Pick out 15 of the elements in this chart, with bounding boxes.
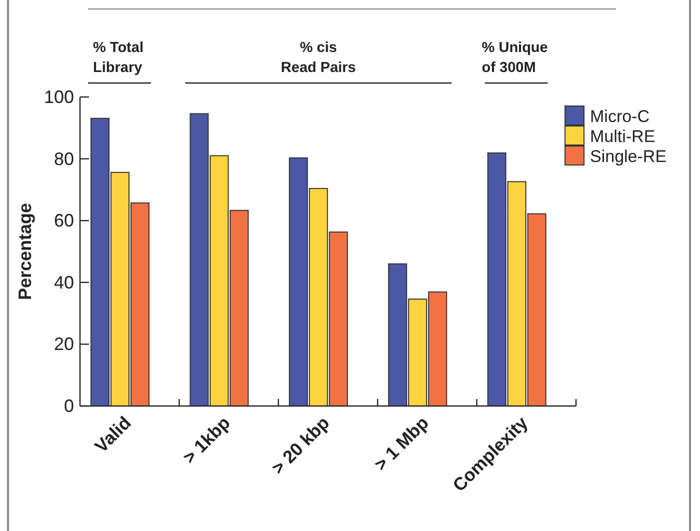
x-tick-label: > 1 Mbp — [370, 412, 432, 475]
y-tick-label: 20 — [54, 334, 74, 354]
text: % Unique of 300M — [482, 40, 548, 76]
legend-label: Micro-C — [590, 107, 650, 126]
y-tick-label: 80 — [54, 148, 74, 169]
legend-label: Single-RE — [590, 147, 667, 166]
y-tick-label: 60 — [54, 210, 74, 231]
text: % Total Library — [93, 40, 144, 76]
y-axis-title: Percentage — [15, 202, 35, 300]
x-tick-label: > 20 kbp — [268, 412, 334, 478]
legend-label: Multi-RE — [590, 127, 656, 146]
y-tick-label: 40 — [54, 272, 74, 292]
y-tick-label: 0 — [64, 396, 74, 416]
text: % cis Read Pairs — [280, 40, 356, 76]
y-tick-label: 100 — [44, 87, 74, 107]
